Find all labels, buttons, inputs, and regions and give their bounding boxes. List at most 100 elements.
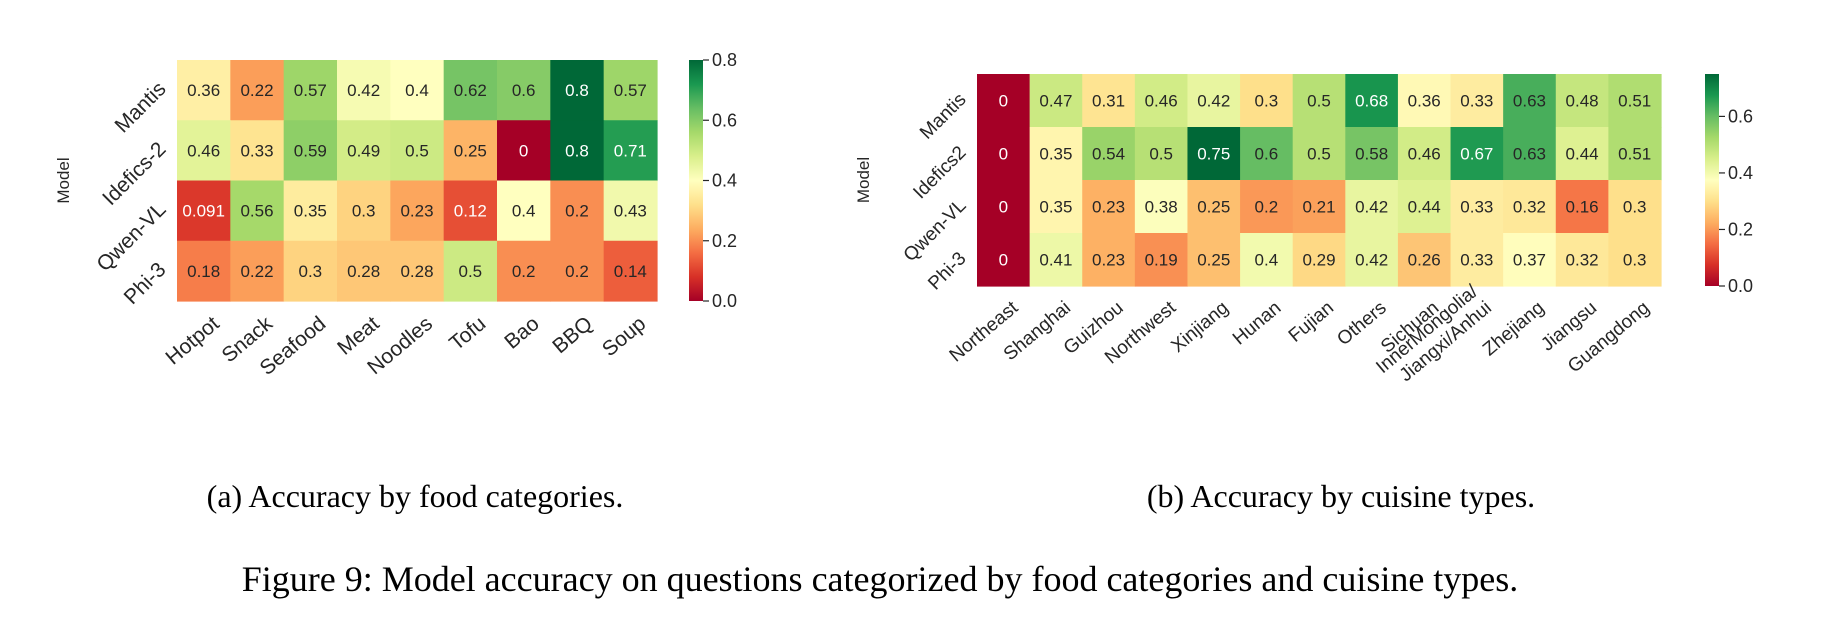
cell-value-label: 0.25	[1197, 198, 1230, 217]
heatmap-cell	[1134, 127, 1189, 181]
row-label-mantis: Mantis	[111, 77, 171, 137]
heatmap-cell	[1082, 180, 1136, 234]
heatmap-cell	[977, 74, 1031, 128]
heatmap-cell	[1292, 127, 1346, 181]
colorbar-tick-label: 0.8	[712, 50, 737, 70]
heatmap-cell	[1292, 233, 1346, 287]
cell-value-label: 0.23	[1092, 198, 1125, 217]
cell-value-label: 0.23	[1092, 251, 1125, 270]
heatmap-cell	[1608, 127, 1662, 181]
cell-value-label: 0.38	[1145, 198, 1178, 217]
heatmap-cell	[390, 120, 445, 182]
heatmap-cell	[337, 60, 391, 121]
heatmap-cell	[1345, 127, 1399, 181]
heatmap-cell	[1029, 233, 1083, 287]
heatmap-cell	[337, 180, 391, 242]
cell-value-label: 0	[519, 141, 528, 160]
row-label-phi-3: Phi-3	[120, 258, 171, 309]
heatmap-cell	[1082, 74, 1136, 128]
cell-value-label: 0.54	[1092, 145, 1125, 164]
cell-value-label: 0.5	[1149, 145, 1173, 164]
heatmap-cell	[1503, 127, 1557, 181]
cell-value-label: 0.36	[1408, 92, 1441, 111]
heatmap-cell	[1187, 180, 1241, 234]
heatmap-cell	[390, 240, 445, 302]
cell-value-label: 0.36	[187, 81, 220, 100]
heatmap-cell	[177, 60, 231, 121]
heatmap-cell	[1608, 180, 1662, 234]
cell-value-label: 0.42	[1355, 251, 1388, 270]
heatmap-cell	[497, 180, 551, 242]
colorbar	[689, 60, 703, 301]
cell-value-label: 0.29	[1302, 251, 1335, 270]
heatmap-cell	[550, 240, 605, 302]
cell-value-label: 0.42	[1355, 198, 1388, 217]
cell-value-label: 0.48	[1566, 92, 1599, 111]
cell-value-label: 0.63	[1513, 92, 1546, 111]
column-label-fujian: Fujian	[1285, 297, 1338, 346]
cell-value-label: 0.5	[1307, 145, 1331, 164]
cell-value-label: 0	[999, 198, 1008, 217]
colorbar-tick-label: 0.4	[1728, 163, 1753, 183]
colorbar-tick-label: 0.4	[712, 171, 737, 191]
cell-value-label: 0.4	[405, 81, 429, 100]
heatmap-cell	[443, 180, 498, 242]
heatmap-cell	[497, 240, 551, 302]
cell-value-label: 0.5	[459, 262, 483, 281]
cell-value-label: 0.35	[1039, 198, 1072, 217]
heatmap-cell	[390, 180, 445, 242]
heatmap-cell	[1187, 74, 1241, 128]
cell-value-label: 0.46	[187, 141, 220, 160]
cell-value-label: 0	[999, 251, 1008, 270]
cell-value-label: 0.68	[1355, 92, 1388, 111]
cell-value-label: 0.59	[294, 141, 327, 160]
heatmap-cell	[603, 240, 658, 302]
heatmap-cell	[230, 180, 285, 242]
cell-value-label: 0.71	[614, 141, 647, 160]
figure-caption: Figure 9: Model accuracy on questions ca…	[242, 559, 1519, 599]
cell-value-label: 0.56	[240, 202, 273, 221]
heatmap-cell	[443, 120, 498, 182]
cell-value-label: 0.2	[512, 262, 536, 281]
cell-value-label: 0.46	[1408, 145, 1441, 164]
cell-value-label: 0.63	[1513, 145, 1546, 164]
heatmap-cell	[1503, 233, 1557, 287]
heatmap-cell	[1608, 74, 1662, 128]
heatmap-cell	[1187, 127, 1241, 181]
cell-value-label: 0.44	[1566, 145, 1599, 164]
colorbar-tick-label: 0.6	[1728, 106, 1753, 126]
cell-value-label: 0.2	[565, 262, 589, 281]
heatmap-food-categories: 0.36 0.22 0.57 0.42 0.4 0.62 0.6 0.8 0.57 0.46 0.3…	[54, 50, 737, 380]
heatmap-cell	[230, 120, 285, 182]
heatmap-cell	[283, 180, 338, 242]
cell-value-label: 0.75	[1197, 145, 1230, 164]
heatmap-cell	[603, 120, 658, 182]
heatmap-cell	[1345, 180, 1399, 234]
heatmap-cell	[1397, 180, 1452, 234]
heatmap-cell	[1240, 74, 1294, 128]
heatmap-cell	[1345, 74, 1399, 128]
cell-value-label: 0.3	[1623, 251, 1647, 270]
heatmap-cell	[550, 60, 605, 121]
colorbar-tick-label: 0.6	[712, 110, 737, 130]
cell-value-label: 0.35	[294, 202, 327, 221]
y-axis-label: Model	[54, 157, 73, 203]
heatmap-cell	[283, 240, 338, 302]
heatmap-cell	[230, 240, 285, 302]
cell-value-label: 0.31	[1092, 92, 1125, 111]
heatmap-cell	[603, 180, 658, 242]
heatmap-cell	[1555, 233, 1609, 287]
heatmap-cell	[1450, 127, 1504, 181]
cell-value-label: 0.2	[1255, 198, 1279, 217]
cell-value-label: 0.51	[1618, 92, 1651, 111]
cell-value-label: 0.4	[1255, 251, 1279, 270]
heatmap-cell	[443, 60, 498, 121]
column-label-bbq: BBQ	[548, 312, 597, 358]
cell-value-label: 0.5	[1307, 92, 1331, 111]
y-axis-label: Model	[854, 157, 873, 203]
cell-value-label: 0.67	[1460, 145, 1493, 164]
cell-value-label: 0.33	[1460, 251, 1493, 270]
cell-value-label: 0.42	[1197, 92, 1230, 111]
heatmap-cell	[1082, 233, 1136, 287]
